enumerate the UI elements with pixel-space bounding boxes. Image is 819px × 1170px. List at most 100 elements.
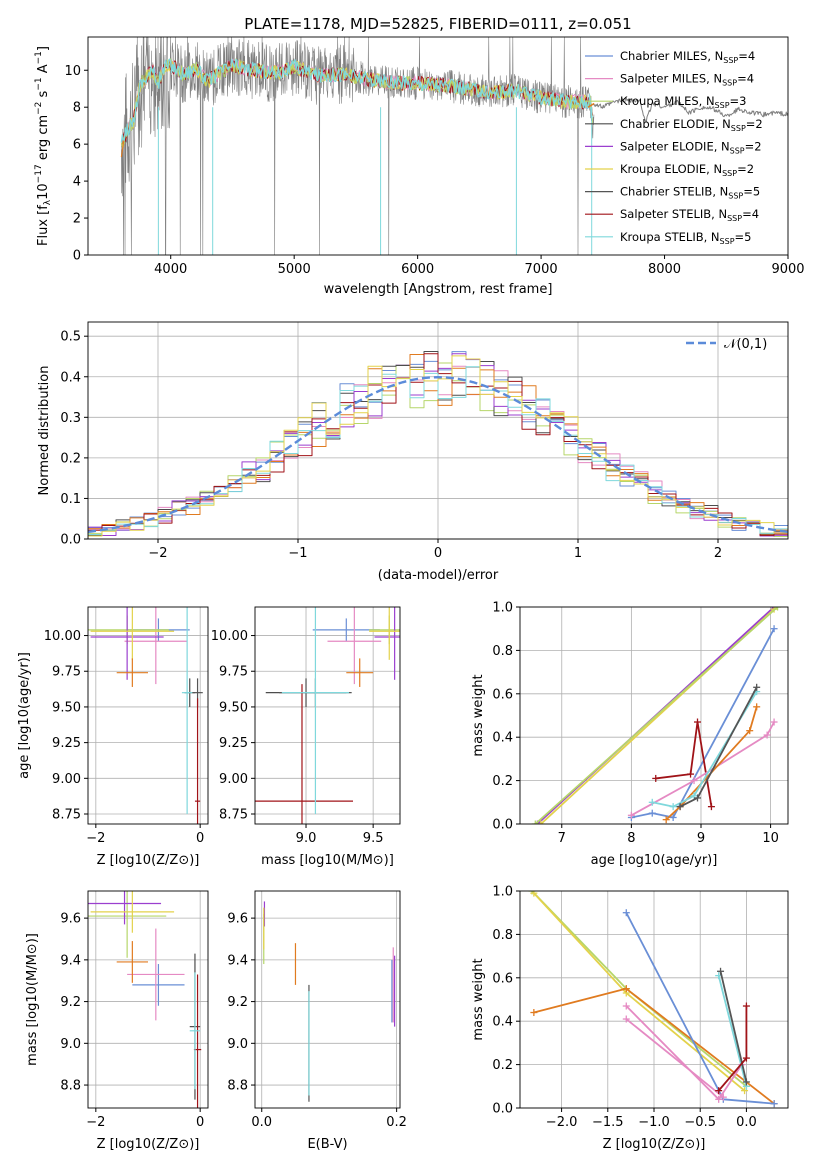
x-tick-label: 0 xyxy=(196,831,204,846)
y-tick-label: 0.2 xyxy=(492,774,513,789)
panel-residuals: −2 −1 0 1 2 0.0 0.1 0.2 0.3 0.4 0.5 (data-model)/er… xyxy=(37,321,789,583)
plot-area xyxy=(88,891,202,1108)
y-tick-label: 9.75 xyxy=(219,665,248,680)
x-tick-label: 4000 xyxy=(154,262,187,277)
axes-frame xyxy=(87,606,209,825)
x-axis-label: wavelength [Angstrom, rest frame] xyxy=(324,282,553,297)
y-tick-label: 8.8 xyxy=(60,1079,81,1094)
orange-ext xyxy=(587,102,595,108)
axes-frame xyxy=(254,890,401,1109)
x-tick-label: 8000 xyxy=(648,262,681,277)
x-tick-label: 9.5 xyxy=(363,831,384,846)
y-tick-label: 0.8 xyxy=(492,644,513,659)
y-tick-label: 9.2 xyxy=(60,995,81,1010)
y-tick-label: 0.1 xyxy=(60,492,81,507)
y-tick-label: 6 xyxy=(73,138,81,153)
y-tick-label: 0.0 xyxy=(492,1102,513,1117)
y-tick-label: 0.0 xyxy=(492,818,513,833)
weight-line xyxy=(717,975,748,1087)
legend-label: 𝒩(0,1) xyxy=(724,337,767,352)
x-tick-label: 6000 xyxy=(401,262,434,277)
x-axis-label: E(B-V) xyxy=(307,1137,347,1152)
y-axis-label: Normed distribution xyxy=(37,366,52,496)
x-axis-label: mass [log10(M/M⊙)] xyxy=(261,853,394,868)
x-tick-label: −1 xyxy=(288,546,307,561)
x-tick-label: 0 xyxy=(196,1115,204,1130)
panel-age_vs_Z: −2 0 8.75 9.00 9.25 9.50 9.75 10.00 Z [log10(Z/Z… xyxy=(17,606,209,868)
y-tick-label: 1.0 xyxy=(492,885,513,900)
plots-layer: 4000 5000 6000 7000 8000 90000246810wavelengt… xyxy=(17,36,805,1152)
y-tick-label: 9.75 xyxy=(52,665,81,680)
plot-area xyxy=(531,607,782,824)
x-axis-label: Z [log10(Z/Z⊙)] xyxy=(97,853,200,868)
y-axis-label: age [log10(age/yr)] xyxy=(17,652,32,779)
y-tick-label: 8.75 xyxy=(52,808,81,823)
weight-line xyxy=(665,706,758,821)
y-tick-label: 0.8 xyxy=(492,928,513,943)
x-axis-label: (data-model)/error xyxy=(378,568,499,583)
x-tick-label: −2.0 xyxy=(546,1115,578,1130)
panel-spectrum: 4000 5000 6000 7000 8000 9000 0 2 4 6 8 10 wavelengt… xyxy=(34,36,805,297)
y-tick-label: 9.50 xyxy=(219,700,248,715)
x-tick-label: 0.0 xyxy=(251,1115,272,1130)
plot-area xyxy=(88,607,203,824)
y-axis-label: mass [log10(M/M⊙)] xyxy=(25,933,40,1066)
x-tick-label: −1.5 xyxy=(592,1115,624,1130)
y-tick-label: 8 xyxy=(73,101,81,116)
weight-line xyxy=(625,1018,724,1098)
axes-frame xyxy=(87,36,789,256)
axes-frame xyxy=(254,606,401,825)
y-tick-label: 8.75 xyxy=(219,808,248,823)
orange-start xyxy=(120,140,125,158)
y-tick-label: 9.50 xyxy=(52,700,81,715)
weight-line xyxy=(625,1005,743,1101)
model-extension-line xyxy=(592,97,788,123)
x-tick-label: −1.0 xyxy=(638,1115,670,1130)
legend-label: Salpeter ELODIE, NSSP=2 xyxy=(620,139,762,155)
y-tick-label: 4 xyxy=(73,175,81,190)
y-tick-label: 9.00 xyxy=(52,772,81,787)
plot-area xyxy=(120,37,788,255)
x-tick-label: 7 xyxy=(558,831,566,846)
y-tick-label: 0.5 xyxy=(60,330,81,345)
legend-label: Chabrier MILES, NSSP=4 xyxy=(620,49,755,65)
y-tick-label: 0.2 xyxy=(492,1058,513,1073)
y-axis-label: mass weight xyxy=(471,958,486,1040)
x-tick-label: −2 xyxy=(86,831,105,846)
weight-line xyxy=(533,892,746,1092)
y-tick-label: 9.4 xyxy=(227,953,248,968)
x-tick-label: 9.0 xyxy=(296,831,317,846)
x-tick-label: 1 xyxy=(574,546,582,561)
legend-label: Chabrier STELIB, NSSP=5 xyxy=(620,185,760,201)
y-tick-label: 0.4 xyxy=(492,1015,513,1030)
x-tick-label: −2 xyxy=(148,546,167,561)
y-tick-label: 2 xyxy=(73,212,81,227)
y-tick-label: 9.25 xyxy=(52,736,81,751)
panel-massweight_vs_age: 7 8 9 10 0.0 0.2 0.4 0.6 0.8 1.0 age [log10(age/yr… xyxy=(471,601,789,868)
y-tick-label: 0 xyxy=(73,249,81,264)
legend-label: Kroupa STELIB, NSSP=5 xyxy=(620,230,751,246)
legend-label: Salpeter STELIB, NSSP=4 xyxy=(620,207,759,223)
x-tick-label: 9 xyxy=(697,831,705,846)
x-tick-label: 5000 xyxy=(278,262,311,277)
chart-title: PLATE=1178, MJD=52825, FIBERID=0111, z=0… xyxy=(244,15,631,33)
axes-frame xyxy=(519,606,789,825)
y-tick-label: 9.4 xyxy=(60,953,81,968)
panel-massweight_vs_Z: −2.0 −1.5 −1.0 −0.5 0.0 0.0 0.2 0.4 0.6 0.8 1.0 Z [… xyxy=(471,885,789,1152)
x-tick-label: −0.5 xyxy=(684,1115,716,1130)
model-spectrum-line xyxy=(120,58,593,143)
x-axis-label: age [log10(age/yr)] xyxy=(591,853,718,868)
panel-mass_vs_Z: −2 0 8.8 9.0 9.2 9.4 9.6 Z [log10(Z/Z⊙)] mass [l… xyxy=(25,890,209,1152)
y-tick-label: 10 xyxy=(64,64,81,79)
y-tick-label: 0.4 xyxy=(492,731,513,746)
y-tick-label: 0.4 xyxy=(60,370,81,385)
x-tick-label: 7000 xyxy=(525,262,558,277)
x-axis-label: Z [log10(Z/Z⊙)] xyxy=(97,1137,200,1152)
y-tick-label: 8.8 xyxy=(227,1079,248,1094)
y-tick-label: 9.6 xyxy=(60,912,81,927)
y-tick-label: 9.0 xyxy=(227,1037,248,1052)
y-tick-label: 0.0 xyxy=(60,533,81,548)
plot-area xyxy=(255,607,400,824)
x-tick-label: 10 xyxy=(762,831,779,846)
